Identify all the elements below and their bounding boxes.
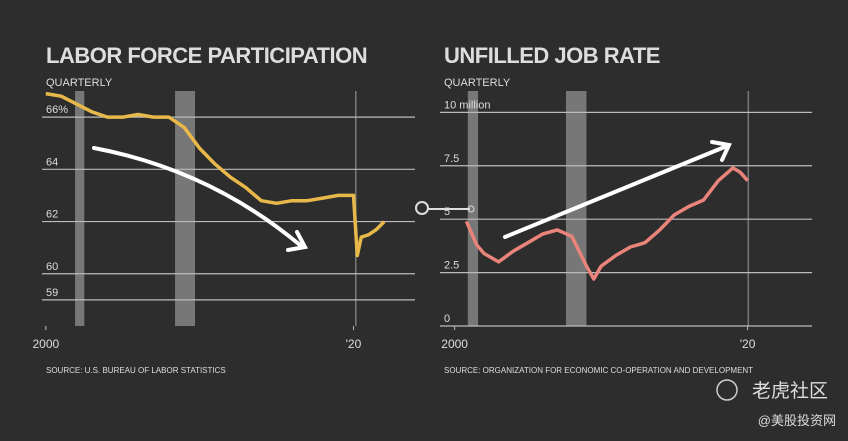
chart-title: LABOR FORCE PARTICIPATION (46, 43, 367, 68)
recession-band (75, 91, 85, 326)
source: SOURCE: U.S. BUREAU OF LABOR STATISTICS (46, 366, 226, 375)
watermark-icon (716, 379, 738, 401)
x-tick-label: 2000 (441, 337, 468, 351)
arrow-left (92, 146, 309, 252)
x-tick-label: '20 (346, 337, 362, 351)
source: SOURCE: ORGANIZATION FOR ECONOMIC CO-OPE… (444, 366, 753, 375)
chart-subtitle: QUARTERLY (444, 77, 511, 89)
y-tick-label: 2.5 (444, 260, 459, 272)
recession-band (747, 91, 750, 326)
chart-title: UNFILLED JOB RATE (444, 43, 660, 68)
slider-widget (415, 201, 475, 215)
arrow-right (503, 140, 732, 239)
x-tick-label: 2000 (32, 337, 59, 351)
watermark-brand: 老虎社区 (752, 380, 828, 402)
y-tick-label: 10 million (444, 99, 490, 111)
recession-band (467, 91, 479, 326)
charts: LABOR FORCE PARTICIPATION QUARTERLY 59 60 62… (32, 43, 812, 375)
y-tick-label: 66% (46, 104, 68, 116)
chart-subtitle: QUARTERLY (46, 77, 113, 89)
data-line (45, 91, 386, 258)
x-tick-label: '20 (740, 337, 756, 351)
recession-band (175, 91, 196, 326)
trend-arrow (92, 146, 302, 247)
y-tick-label: 5 (444, 206, 450, 218)
data-line (464, 166, 749, 281)
y-tick-label: 62 (46, 209, 58, 221)
knob (467, 205, 475, 213)
arrow-head (710, 140, 732, 162)
y-tick-label: 0 (444, 313, 450, 325)
arrow-head (286, 230, 309, 252)
y-tick-label: 59 (46, 287, 58, 299)
trend-arrow (503, 144, 729, 239)
y-tick-label: 7.5 (444, 153, 459, 165)
watermark-handle: @美股投资网 (758, 413, 836, 428)
y-tick-label: 60 (46, 261, 58, 273)
y-tick-label: 64 (46, 156, 58, 168)
